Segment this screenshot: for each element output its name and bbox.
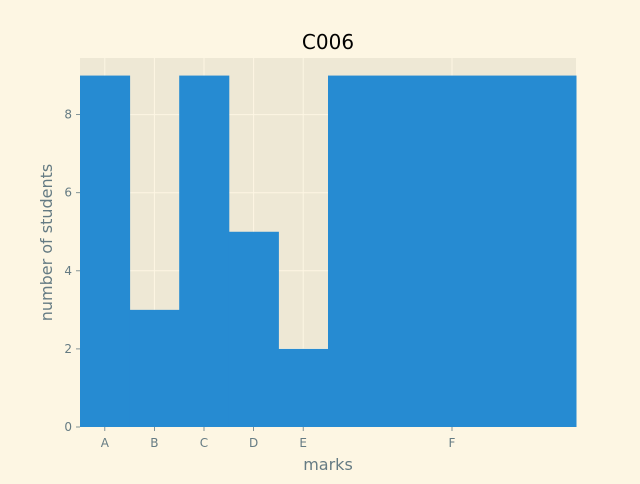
x-tick-label: E xyxy=(299,436,307,450)
x-axis-label: marks xyxy=(303,455,353,474)
x-tick-label: A xyxy=(101,436,110,450)
x-tick-label: B xyxy=(150,436,158,450)
y-tick-label: 8 xyxy=(64,108,72,122)
y-axis-ticks: 0 2 4 6 8 xyxy=(64,108,80,434)
y-tick-label: 2 xyxy=(64,342,72,356)
bar-f xyxy=(328,75,577,428)
x-tick-label: D xyxy=(249,436,258,450)
y-axis-label: number of students xyxy=(37,164,56,322)
bar-a xyxy=(80,75,131,428)
y-tick-label: 0 xyxy=(64,420,72,434)
chart-title: C006 xyxy=(302,30,354,54)
bar-b xyxy=(129,309,180,427)
bars xyxy=(80,75,577,428)
bar-d xyxy=(228,231,279,427)
x-tick-label: C xyxy=(200,436,208,450)
y-tick-label: 4 xyxy=(64,264,72,278)
bar-c xyxy=(179,75,230,428)
x-tick-label: F xyxy=(449,436,456,450)
y-tick-label: 6 xyxy=(64,186,72,200)
bar-e xyxy=(278,348,329,427)
x-axis-ticks: A B C D E F xyxy=(101,427,456,450)
